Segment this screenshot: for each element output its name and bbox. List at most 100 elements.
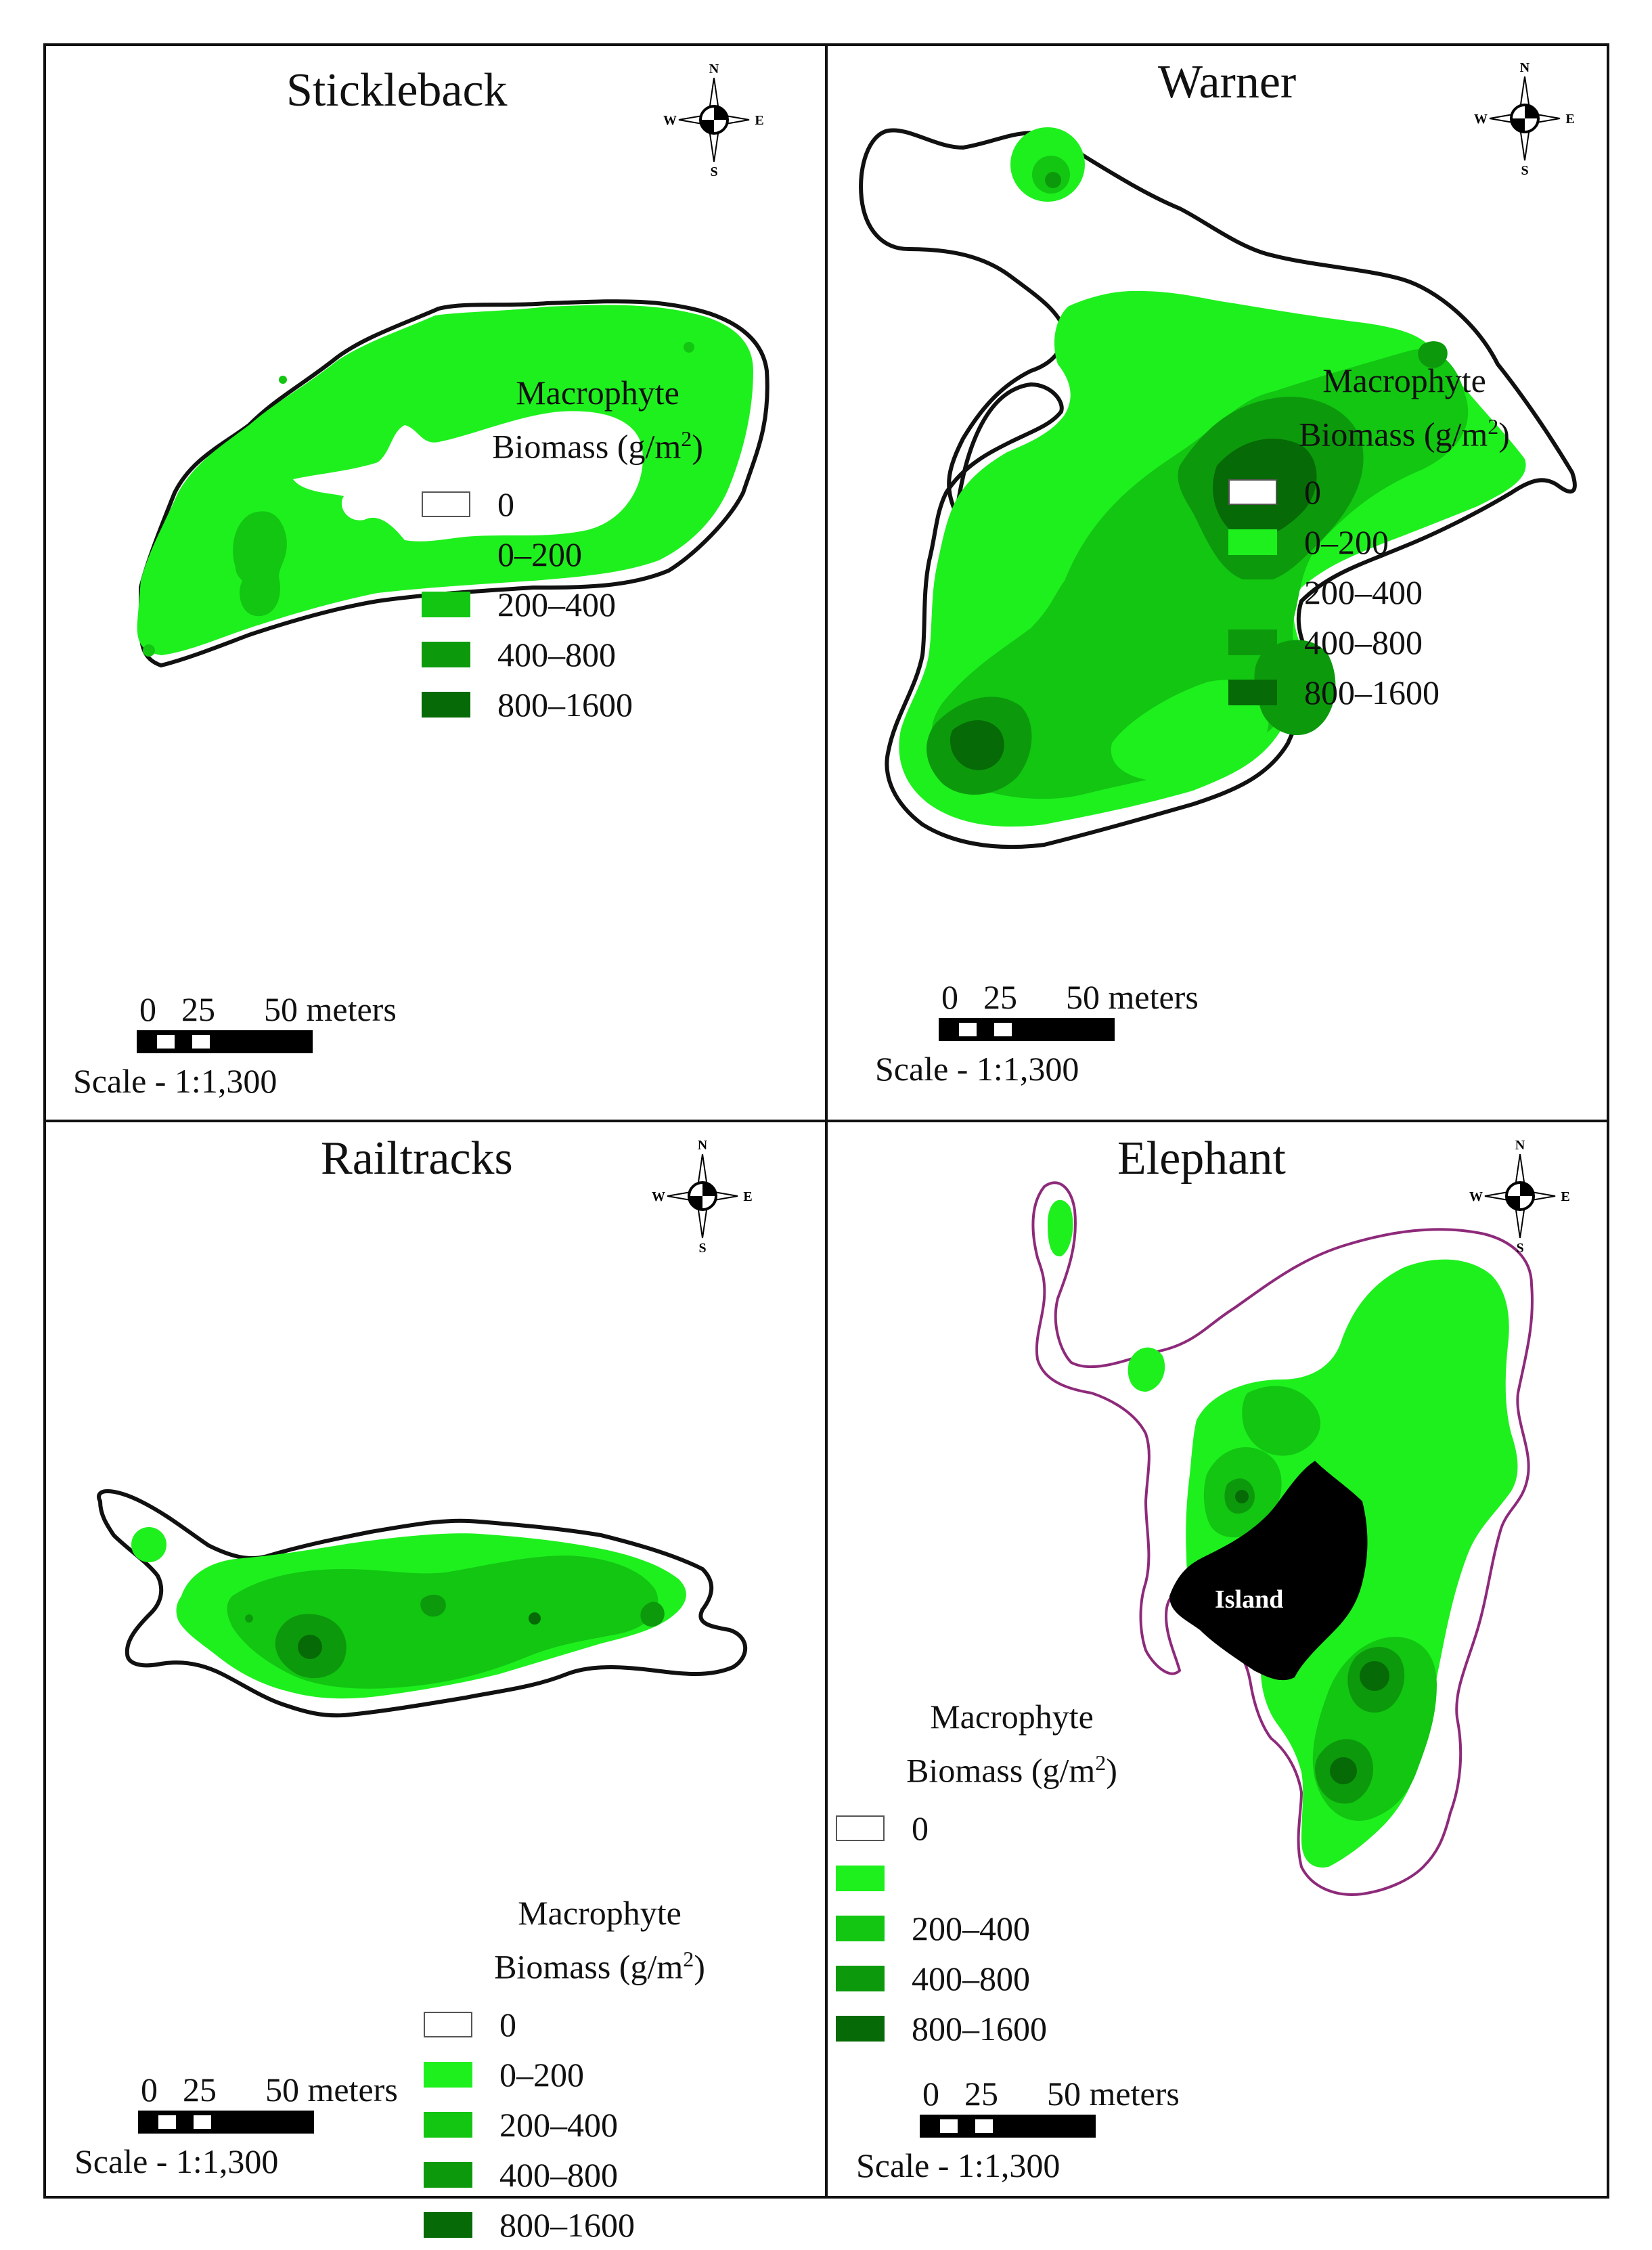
scale-ratio: Scale - 1:1,300 — [73, 1062, 277, 1100]
compass-north-label: N — [1520, 61, 1530, 75]
scale-label-0: 0 — [141, 2071, 158, 2109]
legend-item: 0–200 — [1228, 517, 1580, 567]
scale-bar: 0 25 50 meters Scale - 1:1,300 — [875, 977, 1227, 1088]
compass-west-label: W — [1469, 1189, 1483, 1204]
legend-item: 400–800 — [1228, 617, 1580, 667]
stickleback-biomass-0-200 — [137, 305, 754, 655]
elephant-island — [1169, 1461, 1368, 1681]
compass-south-label: S — [710, 164, 717, 177]
scale-bar-graphic — [138, 2111, 314, 2134]
legend-label: 200–400 — [912, 1909, 1030, 1947]
warner-biomass-400-800 — [927, 341, 1448, 795]
legend-label: 0 — [497, 485, 514, 523]
panel-title: Warner — [1158, 56, 1297, 108]
legend-subtitle: Biomass (g/m2) — [494, 1947, 705, 1986]
legend-item: 200–400 — [424, 2100, 776, 2150]
legend-item: 800–1600 — [422, 680, 774, 730]
railtracks-biomass-400-800 — [275, 1594, 665, 1679]
panel-title: Elephant — [1117, 1132, 1286, 1185]
legend-item: 200–400 — [836, 1903, 1188, 1954]
legend-label: 0–200 — [1304, 523, 1389, 561]
scale-label-25: 25 — [183, 2071, 217, 2109]
compass-rose-graphic: N S W E — [1474, 60, 1575, 178]
legend-label: 800–1600 — [499, 2205, 635, 2244]
compass-rose-icon: N S W E — [652, 1138, 753, 1256]
legend-swatch — [422, 541, 470, 567]
scale-ratio: Scale - 1:1,300 — [875, 1050, 1079, 1088]
legend-item: 0 — [424, 2000, 776, 2050]
scale-label-0: 0 — [941, 978, 958, 1016]
legend-swatch — [1228, 629, 1277, 655]
island-label: Island — [1215, 1585, 1283, 1614]
scale-numbers: 0 25 50 meters — [875, 977, 1227, 1018]
compass-rose-graphic: N S W E — [663, 62, 764, 179]
legend-swatch — [836, 1915, 885, 1941]
compass-north-label: N — [709, 62, 719, 76]
legend-label: 0 — [912, 1809, 929, 1847]
railtracks-map — [97, 1489, 748, 1718]
scale-bar-graphic — [939, 1018, 1115, 1041]
compass-east-label: E — [1565, 112, 1574, 127]
scale-bar: 0 25 50 meters Scale - 1:1,300 — [73, 990, 425, 1101]
legend-label: 400–800 — [497, 635, 616, 674]
legend-swatch — [424, 2211, 472, 2238]
scale-label-50: 50 meters — [1066, 978, 1199, 1016]
legend-subtitle: Biomass (g/m2) — [1299, 414, 1510, 454]
compass-rose-icon: N S W E — [1469, 1138, 1571, 1256]
scale-bar-graphic — [137, 1030, 313, 1053]
scale-label-50: 50 meters — [1047, 2075, 1180, 2113]
scale-numbers: 0 25 50 meters — [74, 2070, 426, 2111]
legend-swatch — [1228, 579, 1277, 605]
compass-south-label: S — [1521, 163, 1528, 176]
panel-warner: Warner N S W E Macrophyte Biomass (g/m2) 0 0–2… — [828, 46, 1607, 1120]
legend-swatch — [424, 2161, 472, 2188]
legend-swatch — [836, 1815, 885, 1841]
legend-item: 0 — [836, 1803, 1188, 1853]
legend-swatch — [836, 2015, 885, 2042]
scale-bar-graphic — [920, 2115, 1096, 2138]
scale-label-50: 50 meters — [265, 2071, 398, 2109]
legend-label: 400–800 — [912, 1959, 1030, 1998]
compass-east-label: E — [1561, 1189, 1569, 1204]
compass-west-label: W — [1474, 112, 1488, 127]
compass-rose-icon: N S W E — [1474, 60, 1576, 178]
compass-west-label: W — [652, 1189, 665, 1204]
warner-map — [859, 127, 1577, 850]
legend-swatch — [424, 2011, 472, 2037]
legend-swatch — [422, 691, 470, 718]
scale-label-50: 50 meters — [264, 990, 397, 1028]
legend-item: 800–1600 — [1228, 667, 1580, 718]
legend-title: Macrophyte — [930, 1698, 1094, 1736]
legend-swatch — [422, 641, 470, 667]
compass-rose-graphic: N S W E — [1469, 1138, 1570, 1256]
panel-divider-horizontal — [43, 1120, 1609, 1122]
legend-label: 0 — [499, 2005, 516, 2044]
legend-swatch — [836, 1965, 885, 1991]
scale-label-0: 0 — [139, 990, 156, 1028]
legend-item: 0–200 — [424, 2050, 776, 2100]
legend-title: Macrophyte — [1322, 361, 1486, 399]
legend-label: 0 — [1304, 472, 1321, 511]
panel-stickleback: Stickleback N S W E Macrophyte Biomass (g/m2… — [46, 46, 825, 1120]
compass-east-label: E — [755, 113, 763, 128]
legend-swatch — [1228, 529, 1277, 555]
legend: Macrophyte Biomass (g/m2) 0 0–200 200–400 400… — [422, 370, 774, 730]
legend-item: 0 — [422, 479, 774, 529]
scale-label-25: 25 — [964, 2075, 998, 2113]
compass-south-label: S — [698, 1241, 706, 1254]
panel-title: Railtracks — [321, 1132, 513, 1185]
scale-bar: 0 25 50 meters Scale - 1:1,300 — [856, 2074, 1208, 2185]
legend-swatch — [422, 591, 470, 617]
legend-subtitle: Biomass (g/m2) — [492, 426, 703, 466]
legend-label: 400–800 — [1304, 623, 1423, 661]
legend-swatch — [836, 1865, 885, 1891]
scale-numbers: 0 25 50 meters — [73, 990, 425, 1030]
stickleback-map — [137, 299, 769, 668]
elephant-map: Island — [1031, 1181, 1534, 1896]
scale-ratio: Scale - 1:1,300 — [856, 2146, 1061, 2184]
panel-elephant: Island Elephant N S W E Macrophyte Biomass (… — [828, 1122, 1607, 2196]
legend-swatch — [1228, 479, 1277, 505]
compass-north-label: N — [1515, 1139, 1525, 1153]
legend-item: 800–1600 — [836, 2004, 1188, 2054]
legend-label: 200–400 — [1304, 573, 1423, 611]
